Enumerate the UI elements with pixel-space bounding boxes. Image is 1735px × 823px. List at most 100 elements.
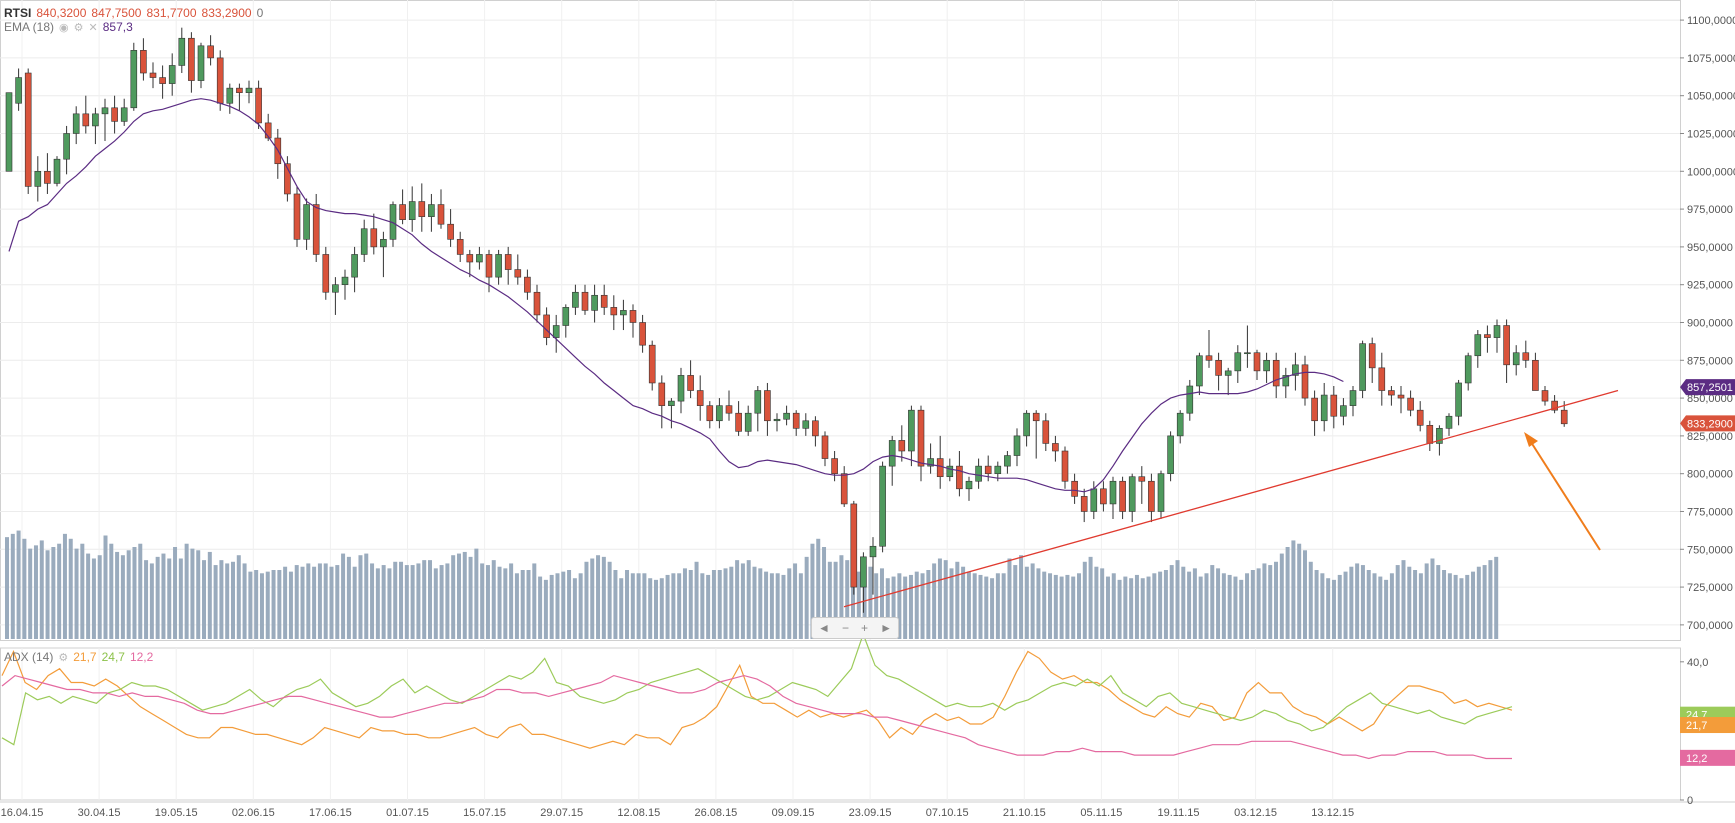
candle-up bbox=[332, 284, 339, 293]
price-tick-label: 1025,0000 bbox=[1687, 128, 1735, 140]
candle-down bbox=[322, 254, 330, 293]
eye-icon[interactable]: ◉ bbox=[59, 22, 69, 34]
volume-bar bbox=[1360, 565, 1365, 639]
volume-bar bbox=[1192, 568, 1197, 639]
candle-down bbox=[1080, 496, 1088, 512]
volume-bar bbox=[1024, 566, 1029, 639]
volume-bar bbox=[62, 533, 67, 639]
scroll-right-button[interactable]: ► bbox=[880, 621, 892, 635]
volume-bar bbox=[312, 566, 317, 639]
volume-bar bbox=[1158, 571, 1163, 639]
candle-up bbox=[1349, 390, 1357, 406]
candle-down bbox=[159, 77, 166, 84]
candle-down bbox=[82, 113, 90, 127]
volume-bar bbox=[1314, 570, 1319, 639]
volume-bar bbox=[1163, 570, 1168, 639]
candle-up bbox=[351, 254, 358, 278]
candle-down bbox=[264, 122, 272, 139]
time-tick-label: 05.11.15 bbox=[1080, 807, 1122, 819]
candle-up bbox=[168, 65, 176, 84]
candle-up bbox=[744, 412, 752, 432]
gear-icon[interactable]: ⚙ bbox=[58, 652, 69, 664]
candle-up bbox=[341, 276, 349, 285]
volume-bar bbox=[126, 550, 131, 639]
volume-bar bbox=[827, 561, 832, 639]
candle-down bbox=[629, 310, 637, 323]
volume-bar bbox=[613, 570, 618, 639]
candle-down bbox=[140, 50, 147, 74]
volume-bar bbox=[572, 578, 577, 639]
scroll-left-button[interactable]: ◄ bbox=[818, 621, 830, 635]
volume-bar bbox=[57, 543, 62, 639]
candle-down bbox=[1551, 400, 1558, 411]
volume-bar bbox=[984, 576, 989, 639]
volume-bar bbox=[561, 571, 566, 639]
volume-bar bbox=[1007, 558, 1012, 639]
volume-bar bbox=[758, 568, 763, 639]
time-tick-label: 16.04.15 bbox=[1, 807, 44, 819]
volume-bar bbox=[955, 561, 960, 639]
volume-bar bbox=[1285, 547, 1290, 639]
candle-down bbox=[956, 465, 963, 490]
candle-up bbox=[1512, 352, 1520, 366]
candle-down bbox=[284, 163, 291, 195]
candle-down bbox=[111, 107, 118, 122]
volume-bar bbox=[677, 573, 682, 639]
candle-down bbox=[1272, 359, 1280, 387]
price-tick-label: 1050,0000 bbox=[1687, 91, 1735, 103]
zoom-in-button[interactable]: + bbox=[861, 621, 869, 635]
candle-down bbox=[1301, 364, 1309, 399]
di-plus-value: 24,7 bbox=[101, 650, 125, 664]
zoom-out-button[interactable]: − bbox=[841, 621, 849, 635]
volume-bar bbox=[961, 566, 966, 639]
ema-price-badge-label: 857,2501 bbox=[1687, 382, 1733, 394]
volume-bar bbox=[717, 570, 722, 639]
volume-bar bbox=[451, 555, 456, 639]
volume-bar bbox=[1094, 566, 1099, 639]
volume-bar bbox=[1413, 570, 1418, 639]
candle-down bbox=[1426, 425, 1434, 444]
volume-bar bbox=[364, 553, 369, 639]
candle-down bbox=[216, 57, 224, 104]
candle-up bbox=[860, 556, 867, 588]
candle-up bbox=[303, 204, 310, 240]
candle-up bbox=[1224, 370, 1232, 376]
volume-bar bbox=[520, 570, 525, 639]
adx-badge-label: 21,7 bbox=[1686, 720, 1707, 732]
candle-down bbox=[24, 72, 32, 187]
volume-bar bbox=[480, 563, 485, 639]
volume-bar bbox=[1389, 573, 1394, 639]
candle-down bbox=[1368, 343, 1376, 369]
volume-bar bbox=[607, 561, 612, 639]
candle-down bbox=[1148, 480, 1155, 512]
volume-bar bbox=[943, 560, 948, 639]
time-tick-label: 29.07.15 bbox=[540, 807, 583, 819]
volume-bar bbox=[317, 563, 322, 639]
close-icon[interactable]: ✕ bbox=[88, 22, 98, 34]
candle-up bbox=[946, 465, 954, 478]
volume-bar bbox=[1476, 566, 1481, 639]
volume-bar bbox=[862, 565, 867, 639]
candle-down bbox=[466, 254, 474, 263]
price-header: RTSI 840,3200 847,7500 831,7700 833,2900 0 bbox=[4, 6, 268, 20]
time-tick-label: 07.10.15 bbox=[926, 807, 969, 819]
volume-bar bbox=[1100, 568, 1105, 639]
volume-bar bbox=[439, 565, 444, 639]
volume-bar bbox=[445, 563, 450, 639]
volume-bar bbox=[1036, 568, 1041, 639]
gear-icon[interactable]: ⚙ bbox=[73, 22, 84, 34]
volume-bar bbox=[1053, 574, 1058, 639]
volume-bar bbox=[184, 543, 189, 639]
volume-bar bbox=[329, 566, 334, 639]
volume-bar bbox=[393, 561, 398, 639]
candle-down bbox=[312, 204, 320, 255]
volume-bar bbox=[694, 561, 699, 639]
volume-bar bbox=[764, 571, 769, 639]
volume-bar bbox=[132, 547, 137, 639]
candle-down bbox=[1205, 355, 1213, 361]
candle-down bbox=[370, 228, 378, 248]
time-tick-label: 21.10.15 bbox=[1003, 807, 1046, 819]
volume-bar bbox=[1042, 571, 1047, 639]
volume-bar bbox=[590, 558, 595, 639]
